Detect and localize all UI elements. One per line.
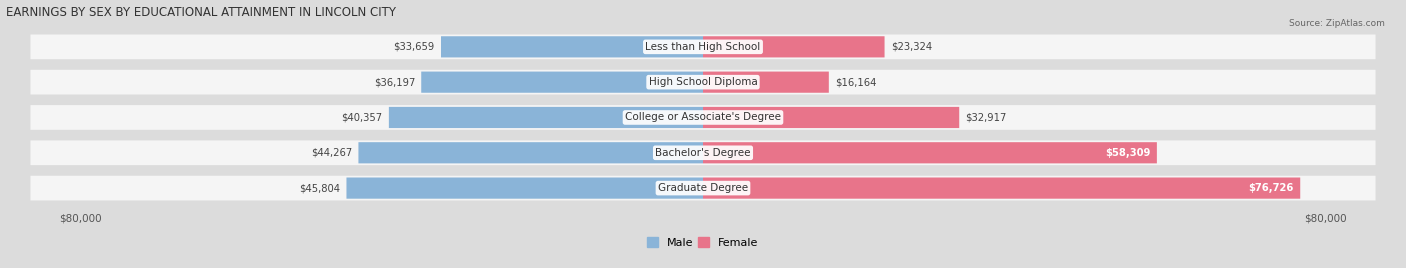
Legend: Male, Female: Male, Female [643, 233, 763, 252]
FancyBboxPatch shape [703, 142, 1157, 163]
Text: $33,659: $33,659 [394, 42, 434, 52]
FancyBboxPatch shape [703, 107, 959, 128]
Text: College or Associate's Degree: College or Associate's Degree [626, 113, 780, 122]
Text: Bachelor's Degree: Bachelor's Degree [655, 148, 751, 158]
Text: $76,726: $76,726 [1249, 183, 1294, 193]
FancyBboxPatch shape [359, 142, 703, 163]
FancyBboxPatch shape [703, 177, 1301, 199]
Text: $32,917: $32,917 [966, 113, 1007, 122]
Text: Less than High School: Less than High School [645, 42, 761, 52]
FancyBboxPatch shape [31, 105, 1375, 130]
FancyBboxPatch shape [31, 70, 1375, 95]
Text: EARNINGS BY SEX BY EDUCATIONAL ATTAINMENT IN LINCOLN CITY: EARNINGS BY SEX BY EDUCATIONAL ATTAINMEN… [6, 6, 395, 18]
FancyBboxPatch shape [346, 177, 703, 199]
Text: Source: ZipAtlas.com: Source: ZipAtlas.com [1289, 19, 1385, 28]
FancyBboxPatch shape [31, 176, 1375, 200]
Text: $45,804: $45,804 [299, 183, 340, 193]
Text: $58,309: $58,309 [1105, 148, 1150, 158]
FancyBboxPatch shape [441, 36, 703, 57]
Text: $36,197: $36,197 [374, 77, 415, 87]
FancyBboxPatch shape [703, 36, 884, 57]
FancyBboxPatch shape [703, 72, 828, 93]
Text: $23,324: $23,324 [891, 42, 932, 52]
Text: Graduate Degree: Graduate Degree [658, 183, 748, 193]
Text: High School Diploma: High School Diploma [648, 77, 758, 87]
FancyBboxPatch shape [422, 72, 703, 93]
Text: $40,357: $40,357 [342, 113, 382, 122]
Text: $44,267: $44,267 [311, 148, 352, 158]
FancyBboxPatch shape [31, 35, 1375, 59]
FancyBboxPatch shape [389, 107, 703, 128]
Text: $16,164: $16,164 [835, 77, 876, 87]
FancyBboxPatch shape [31, 140, 1375, 165]
